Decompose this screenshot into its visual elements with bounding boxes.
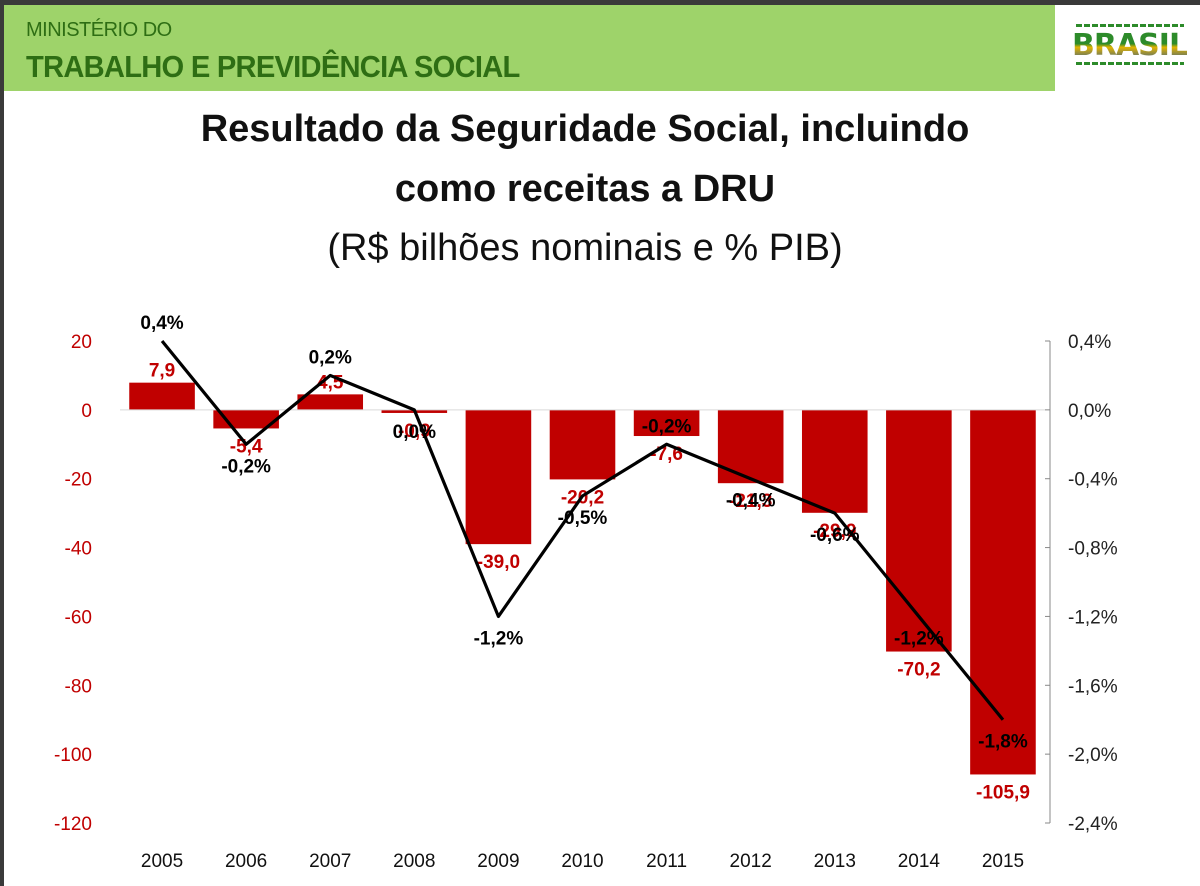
x-tick-label: 2006 <box>225 851 267 872</box>
y-left-tick-label: -100 <box>54 745 92 766</box>
brasil-logo: BRASIL <box>1070 22 1190 68</box>
bar-value-label: -105,9 <box>976 782 1030 803</box>
bar <box>465 409 532 545</box>
y-right-tick-label: -1,6% <box>1068 676 1118 697</box>
x-tick-label: 2009 <box>477 851 519 872</box>
x-tick-label: 2013 <box>814 851 856 872</box>
logo-text: BRASIL <box>1072 28 1188 63</box>
chart-subtitle: (R$ bilhões nominais e % PIB) <box>327 227 843 269</box>
line-value-label: -1,2% <box>894 628 944 649</box>
y-left-tick-label: -40 <box>65 539 92 560</box>
x-tick-label: 2007 <box>309 851 351 872</box>
bar-value-label: 7,9 <box>149 361 175 382</box>
logo-stripe-top <box>1076 24 1184 27</box>
y-left-tick-label: -60 <box>65 607 92 628</box>
x-tick-label: 2012 <box>730 851 772 872</box>
bar <box>549 409 616 480</box>
line-value-label: -0,5% <box>558 508 608 529</box>
line-value-label: 0,2% <box>309 347 352 368</box>
bar-value-label: -39,0 <box>477 552 520 573</box>
left-border <box>0 0 4 886</box>
bar <box>717 409 784 484</box>
x-tick-label: 2014 <box>898 851 941 872</box>
bar-value-label: -7,6 <box>650 444 683 465</box>
line-value-label: 0,4% <box>140 313 183 334</box>
y-left-tick-label: 0 <box>81 401 92 422</box>
logo-stripe-bottom <box>1076 62 1184 65</box>
line-value-label: -0,4% <box>726 491 776 512</box>
y-right-tick-label: 0,0% <box>1068 401 1111 422</box>
ministry-line-1: MINISTÉRIO DO <box>26 19 172 41</box>
bar <box>801 409 868 513</box>
line-value-label: -1,8% <box>978 732 1028 753</box>
y-left-tick-label: 20 <box>71 332 92 353</box>
y-left-tick-label: -80 <box>65 676 92 697</box>
chart-title-line-1: Resultado da Seguridade Social, incluind… <box>200 108 970 150</box>
x-tick-label: 2011 <box>646 851 687 872</box>
ministry-banner: MINISTÉRIO DO TRABALHO E PREVIDÊNCIA SOC… <box>4 5 1055 91</box>
x-tick-label: 2008 <box>393 851 435 872</box>
line-value-label: -0,6% <box>810 525 860 546</box>
top-border <box>0 0 1200 5</box>
line-value-label: -1,2% <box>474 628 524 649</box>
line-value-label: -0,2% <box>221 456 271 477</box>
x-tick-label: 2005 <box>141 851 183 872</box>
chart-title-line-2: como receitas a DRU <box>394 168 776 210</box>
y-right-tick-label: -0,4% <box>1068 470 1118 491</box>
y-right-tick-label: -2,0% <box>1068 745 1118 766</box>
bar <box>886 409 952 652</box>
bar-value-label: -70,2 <box>897 660 940 681</box>
y-right-tick-label: -2,4% <box>1068 814 1118 835</box>
x-tick-label: 2015 <box>982 851 1024 872</box>
bar <box>129 382 195 410</box>
line-value-label: -0,2% <box>642 416 692 437</box>
y-right-tick-label: -1,2% <box>1068 607 1118 628</box>
bar <box>970 409 1036 775</box>
y-right-tick-label: 0,4% <box>1068 332 1111 353</box>
y-left-tick-label: -120 <box>54 814 92 835</box>
x-tick-label: 2010 <box>561 851 603 872</box>
y-right-tick-label: -0,8% <box>1068 539 1118 560</box>
bar <box>633 409 700 437</box>
bar-value-label: -21,3 <box>729 491 772 512</box>
bar-value-label: -5,4 <box>230 436 263 457</box>
ministry-line-2: TRABALHO E PREVIDÊNCIA SOCIAL <box>26 49 520 84</box>
pib-line <box>160 339 1005 721</box>
bar <box>297 394 364 410</box>
y-left-tick-label: -20 <box>65 470 92 491</box>
line-value-label: 0,0% <box>393 422 436 443</box>
